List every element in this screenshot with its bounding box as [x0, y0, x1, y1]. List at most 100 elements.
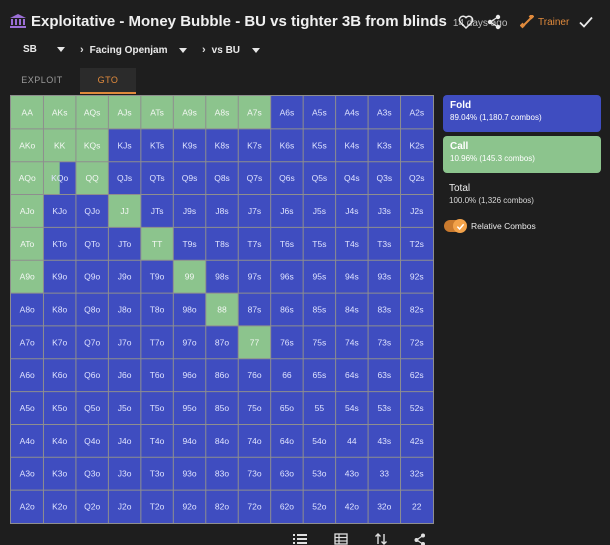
hand-cell-A2s[interactable]: A2s — [400, 96, 433, 129]
hand-cell-Q3s[interactable]: Q3s — [368, 161, 401, 195]
hand-cell-98s[interactable]: 98s — [205, 260, 239, 294]
hand-cell-KQo[interactable]: KQo — [43, 161, 76, 195]
tab-exploit[interactable]: EXPLOIT — [21, 75, 63, 85]
hand-cell-83o[interactable]: 83o — [205, 457, 239, 491]
hand-cell-Q7o[interactable]: Q7o — [75, 325, 109, 359]
hand-cell-65s[interactable]: 65s — [303, 358, 336, 392]
hand-cell-75s[interactable]: 75s — [303, 325, 336, 359]
hand-cell-52o[interactable]: 52o — [303, 490, 336, 523]
hand-cell-43s[interactable]: 43s — [368, 424, 401, 458]
hand-cell-T7o[interactable]: T7o — [140, 325, 174, 359]
hand-cell-KJs[interactable]: KJs — [108, 128, 141, 162]
hand-cell-87s[interactable]: 87s — [238, 293, 271, 326]
hand-cell-K9o[interactable]: K9o — [43, 260, 76, 294]
hand-cell-54o[interactable]: 54o — [303, 424, 336, 458]
hand-cell-32o[interactable]: 32o — [368, 490, 401, 523]
hand-cell-K8s[interactable]: K8s — [205, 128, 239, 162]
hand-cell-J3s[interactable]: J3s — [368, 194, 401, 228]
hand-cell-97o[interactable]: 97o — [173, 325, 206, 359]
hand-cell-QJo[interactable]: QJo — [75, 194, 109, 228]
hand-cell-85s[interactable]: 85s — [303, 293, 336, 326]
hand-cell-A6o[interactable]: A6o — [11, 358, 44, 392]
hand-cell-74o[interactable]: 74o — [238, 424, 271, 458]
hand-cell-Q8s[interactable]: Q8s — [205, 161, 239, 195]
hand-cell-T2o[interactable]: T2o — [140, 490, 174, 523]
share-nodes-icon[interactable] — [413, 533, 427, 545]
hand-cell-K6s[interactable]: K6s — [270, 128, 304, 162]
hand-cell-ATo[interactable]: ATo — [11, 227, 44, 261]
hand-cell-A9o[interactable]: A9o — [11, 260, 44, 294]
hand-cell-T8s[interactable]: T8s — [205, 227, 239, 261]
versus-dropdown[interactable]: › vs BU — [202, 44, 261, 56]
hand-cell-82s[interactable]: 82s — [400, 293, 433, 326]
hand-cell-K7s[interactable]: K7s — [238, 128, 271, 162]
hand-cell-Q8o[interactable]: Q8o — [75, 293, 109, 326]
hand-cell-A8s[interactable]: A8s — [205, 96, 239, 129]
hand-cell-86s[interactable]: 86s — [270, 293, 304, 326]
hand-cell-J2o[interactable]: J2o — [108, 490, 141, 523]
hand-cell-72s[interactable]: 72s — [400, 325, 433, 359]
hand-cell-A2o[interactable]: A2o — [11, 490, 44, 523]
hand-cell-75o[interactable]: 75o — [238, 391, 271, 425]
hand-cell-A4o[interactable]: A4o — [11, 424, 44, 458]
hand-cell-T8o[interactable]: T8o — [140, 293, 174, 326]
hand-cell-T9s[interactable]: T9s — [173, 227, 206, 261]
hand-cell-A7s[interactable]: A7s — [238, 96, 271, 129]
hand-cell-K5s[interactable]: K5s — [303, 128, 336, 162]
hand-cell-62s[interactable]: 62s — [400, 358, 433, 392]
hand-cell-83s[interactable]: 83s — [368, 293, 401, 326]
hand-cell-A5o[interactable]: A5o — [11, 391, 44, 425]
hand-cell-64s[interactable]: 64s — [335, 358, 369, 392]
legend-call[interactable]: Call 10.96% (145.3 combos) — [443, 136, 601, 173]
hand-cell-A3o[interactable]: A3o — [11, 457, 44, 491]
trainer-button[interactable]: Trainer — [520, 14, 569, 30]
hand-cell-A7o[interactable]: A7o — [11, 325, 44, 359]
hand-cell-73o[interactable]: 73o — [238, 457, 271, 491]
hand-cell-T9o[interactable]: T9o — [140, 260, 174, 294]
hand-cell-A9s[interactable]: A9s — [173, 96, 206, 129]
hand-cell-52s[interactable]: 52s — [400, 391, 433, 425]
hand-cell-J9s[interactable]: J9s — [173, 194, 206, 228]
hand-cell-Q5o[interactable]: Q5o — [75, 391, 109, 425]
hand-cell-K2o[interactable]: K2o — [43, 490, 76, 523]
table-icon[interactable] — [334, 533, 348, 545]
hand-cell-QQ[interactable]: QQ — [75, 161, 109, 195]
hand-cell-T4s[interactable]: T4s — [335, 227, 369, 261]
hand-cell-J9o[interactable]: J9o — [108, 260, 141, 294]
hand-cell-82o[interactable]: 82o — [205, 490, 239, 523]
hand-cell-AJs[interactable]: AJs — [108, 96, 141, 129]
hand-cell-JTs[interactable]: JTs — [140, 194, 174, 228]
hand-cell-KQs[interactable]: KQs — [75, 128, 109, 162]
hand-cell-J6s[interactable]: J6s — [270, 194, 304, 228]
hand-cell-K3o[interactable]: K3o — [43, 457, 76, 491]
relative-combos-toggle[interactable]: Relative Combos — [444, 219, 536, 233]
hand-cell-J4o[interactable]: J4o — [108, 424, 141, 458]
hand-cell-T2s[interactable]: T2s — [400, 227, 433, 261]
tab-gto[interactable]: GTO — [80, 68, 136, 94]
hand-cell-65o[interactable]: 65o — [270, 391, 304, 425]
hand-cell-A8o[interactable]: A8o — [11, 293, 44, 326]
hand-cell-96o[interactable]: 96o — [173, 358, 206, 392]
hand-cell-T5s[interactable]: T5s — [303, 227, 336, 261]
hand-cell-AKo[interactable]: AKo — [11, 128, 44, 162]
hand-cell-A6s[interactable]: A6s — [270, 96, 304, 129]
hand-cell-55[interactable]: 55 — [303, 391, 336, 425]
hand-cell-76s[interactable]: 76s — [270, 325, 304, 359]
hand-cell-KJo[interactable]: KJo — [43, 194, 76, 228]
hand-cell-J6o[interactable]: J6o — [108, 358, 141, 392]
situation-dropdown[interactable]: › Facing Openjam — [80, 44, 188, 56]
hand-cell-Q5s[interactable]: Q5s — [303, 161, 336, 195]
hand-cell-JTo[interactable]: JTo — [108, 227, 141, 261]
hand-cell-Q9s[interactable]: Q9s — [173, 161, 206, 195]
hand-cell-Q6s[interactable]: Q6s — [270, 161, 304, 195]
list-icon[interactable] — [293, 533, 307, 545]
hand-cell-J8s[interactable]: J8s — [205, 194, 239, 228]
hand-cell-87o[interactable]: 87o — [205, 325, 239, 359]
sort-icon[interactable] — [374, 533, 388, 545]
hand-cell-JJ[interactable]: JJ — [108, 194, 141, 228]
hand-cell-J2s[interactable]: J2s — [400, 194, 433, 228]
hand-cell-73s[interactable]: 73s — [368, 325, 401, 359]
hand-cell-AQo[interactable]: AQo — [11, 161, 44, 195]
hand-cell-93s[interactable]: 93s — [368, 260, 401, 294]
position-dropdown[interactable]: SB — [23, 44, 65, 55]
